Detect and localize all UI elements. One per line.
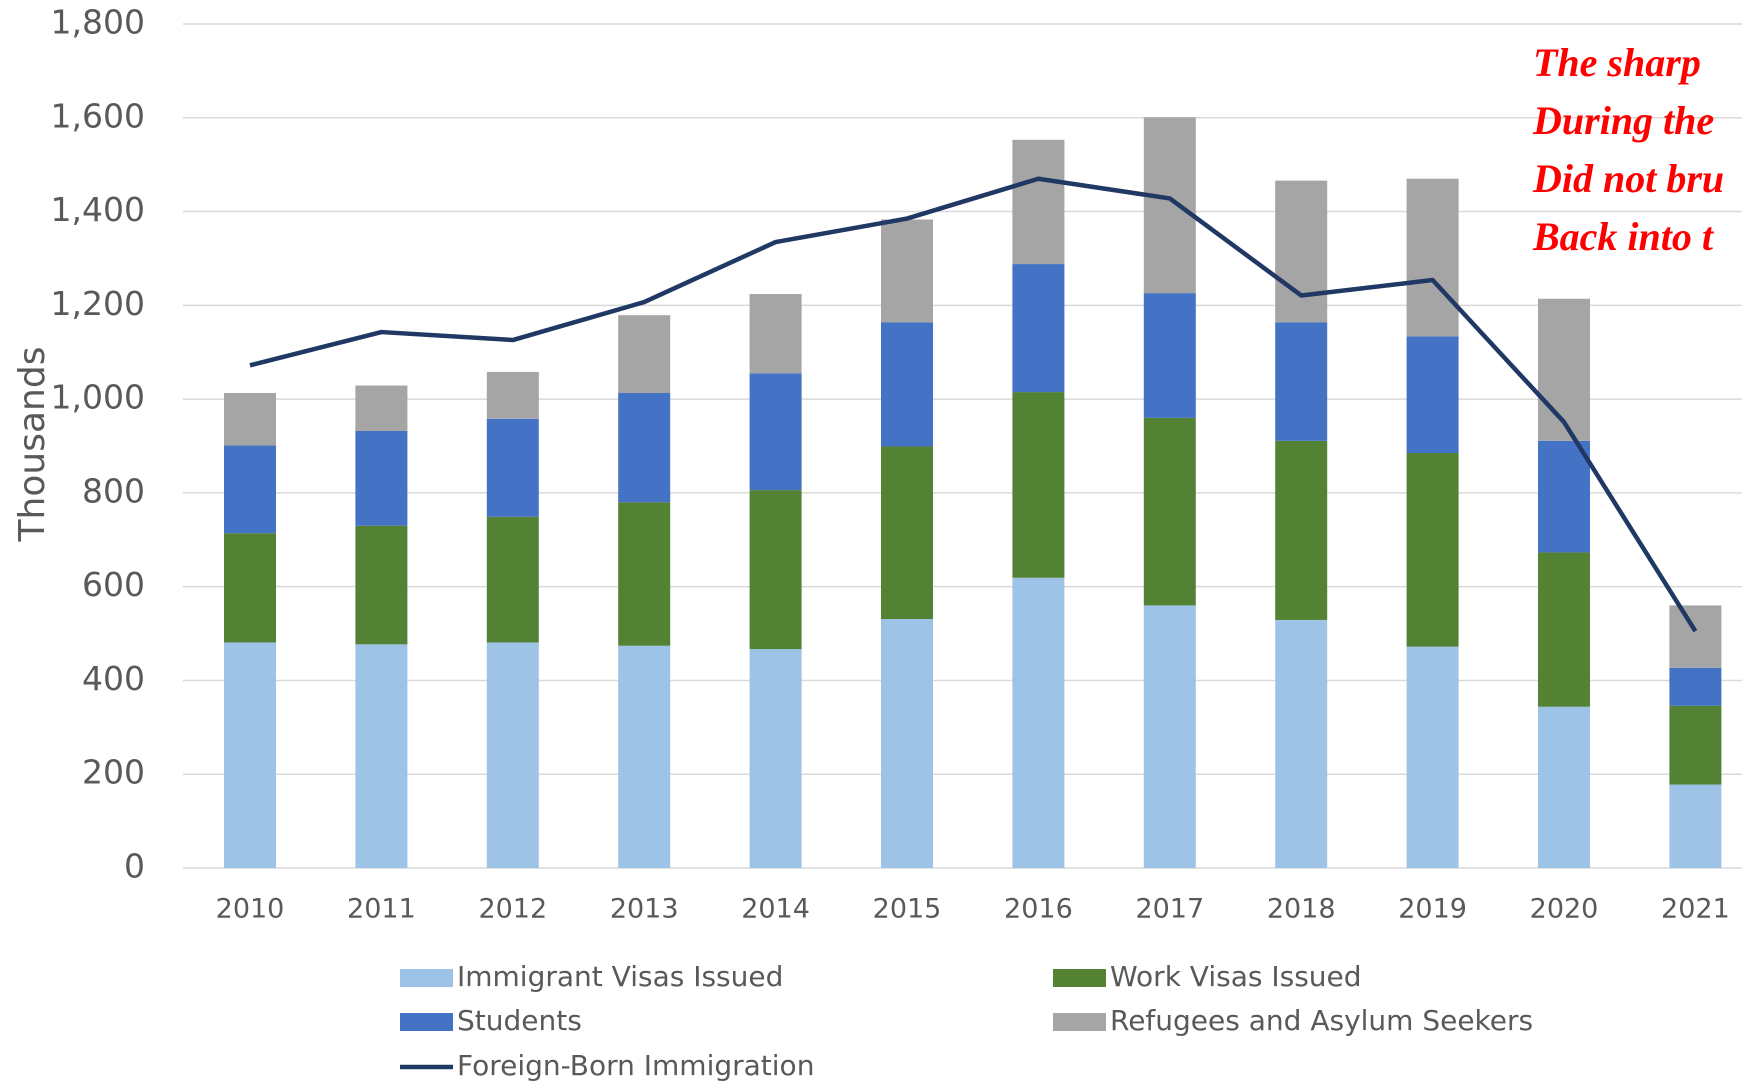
bar-segment — [618, 502, 671, 646]
bar-segment — [1669, 667, 1722, 706]
bar-segment — [749, 373, 802, 491]
bar-segment — [224, 533, 276, 643]
legend-label: Work Visas Issued — [1110, 960, 1362, 993]
bar-segment — [1012, 392, 1065, 578]
legend-swatch — [1053, 1013, 1106, 1031]
bar-segment — [1669, 784, 1722, 868]
bar-segment — [355, 525, 408, 645]
bar-segment — [1406, 453, 1459, 647]
bar-segment — [1012, 264, 1065, 393]
y-tick-label: 1,800 — [51, 3, 145, 42]
y-tick-label: 1,000 — [51, 378, 145, 417]
bar-segment — [1143, 293, 1196, 418]
line-series — [249, 176, 1698, 633]
x-tick-label: 2017 — [1135, 894, 1204, 925]
bar-segment — [486, 371, 539, 419]
legend-label: Students — [457, 1004, 582, 1037]
bar-segment — [749, 294, 802, 374]
x-tick-label: 2010 — [216, 894, 285, 925]
bar-segment — [224, 393, 276, 446]
bar-segment — [618, 393, 671, 503]
bar-segment — [1143, 605, 1196, 868]
bar-segment — [355, 644, 408, 868]
x-tick-label: 2016 — [1004, 894, 1073, 925]
bar-segment — [1406, 646, 1459, 868]
x-tick-label: 2015 — [873, 894, 942, 925]
bar-segment — [224, 445, 276, 534]
bar-segment — [486, 516, 539, 643]
bar-segment — [749, 649, 802, 868]
bar-segment — [1538, 706, 1590, 868]
annotation: Back into t — [1532, 214, 1715, 259]
x-tick-label: 2012 — [478, 894, 547, 925]
y-tick-label: 400 — [82, 659, 145, 698]
legend-swatch — [400, 969, 453, 987]
y-tick-label: 200 — [82, 753, 145, 792]
bar-segment — [618, 315, 671, 394]
bar-segment — [486, 642, 539, 868]
x-tick-label: 2021 — [1661, 894, 1730, 925]
bar-segment — [881, 219, 933, 323]
bar-segment — [355, 430, 408, 526]
bar-segment — [881, 322, 933, 447]
legend-label: Refugees and Asylum Seekers — [1110, 1004, 1533, 1037]
bar-segment — [486, 418, 539, 517]
y-tick-label: 1,600 — [51, 96, 145, 135]
bar-segment — [618, 645, 671, 868]
x-tick-label: 2020 — [1530, 894, 1599, 925]
y-axis-title: Thousands — [12, 347, 53, 543]
bar-segment — [1538, 440, 1590, 553]
bar-segment — [1669, 705, 1722, 785]
bar-segment — [1012, 139, 1065, 265]
x-tick-label: 2013 — [610, 894, 679, 925]
x-tick-label: 2014 — [741, 894, 810, 925]
legend-label: Immigrant Visas Issued — [457, 960, 783, 993]
bar-segment — [1143, 417, 1196, 606]
bar-segment — [1143, 117, 1196, 294]
bar-segment — [1406, 336, 1459, 454]
bar-segment — [1538, 298, 1590, 441]
y-tick-label: 1,400 — [51, 190, 145, 229]
y-tick-label: 1,200 — [51, 284, 145, 323]
legend-label: Foreign-Born Immigration — [457, 1049, 814, 1082]
x-tick-label: 2018 — [1267, 894, 1336, 925]
bar-segment — [1275, 440, 1328, 620]
x-tick-label: 2011 — [347, 894, 416, 925]
bar-segment — [881, 619, 933, 868]
bar-segment — [224, 642, 276, 868]
bar-segment — [1538, 552, 1590, 707]
annotation: The sharp — [1533, 40, 1701, 85]
bar-segment — [1275, 322, 1328, 441]
bar-segment — [1669, 605, 1722, 668]
bar-segment — [1275, 619, 1328, 868]
y-tick-label: 800 — [82, 471, 145, 510]
y-tick-label: 0 — [124, 847, 145, 886]
x-tick-label: 2019 — [1398, 894, 1467, 925]
annotation: During the — [1532, 98, 1714, 143]
bar-segment — [881, 446, 933, 620]
bar-segment — [355, 385, 408, 431]
annotation: Did not bru — [1532, 156, 1724, 201]
bar-segment — [1406, 178, 1459, 337]
legend-swatch — [400, 1013, 453, 1031]
legend-swatch — [1053, 969, 1106, 987]
bar-segment — [749, 490, 802, 650]
y-tick-label: 600 — [82, 565, 145, 604]
bar-segment — [1275, 180, 1328, 323]
bar-segment — [1012, 577, 1065, 868]
